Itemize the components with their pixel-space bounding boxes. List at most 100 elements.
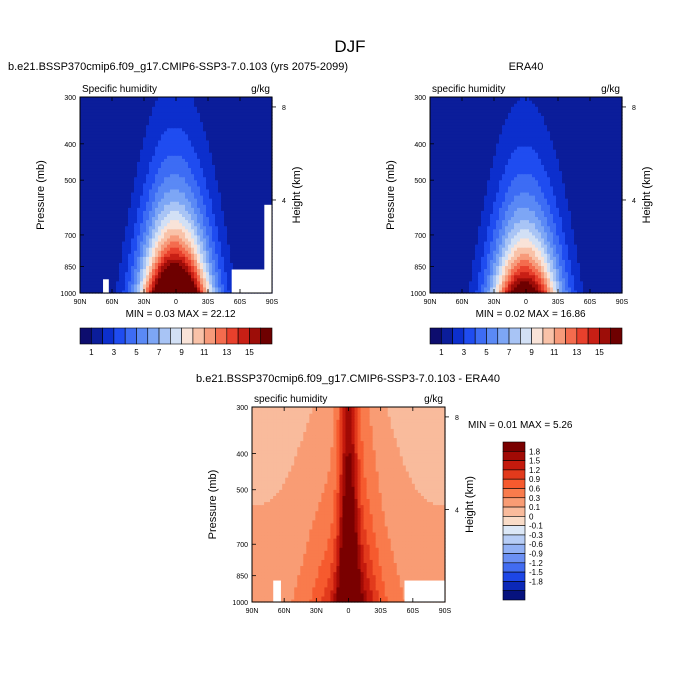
field-cell bbox=[203, 271, 207, 276]
field-cell bbox=[146, 283, 150, 288]
field-cell bbox=[206, 277, 210, 282]
field-cell bbox=[143, 244, 147, 248]
field-cell bbox=[197, 115, 201, 120]
field-cell bbox=[119, 179, 123, 184]
field-cell bbox=[544, 277, 548, 282]
field-cell bbox=[128, 210, 132, 214]
field-cell bbox=[146, 152, 150, 156]
field-cell bbox=[260, 97, 264, 101]
field-cell bbox=[203, 158, 207, 162]
field-cell bbox=[116, 204, 120, 208]
field-cell bbox=[95, 195, 99, 199]
field-cell bbox=[125, 106, 129, 110]
field-cell bbox=[149, 118, 153, 123]
field-cell bbox=[107, 161, 111, 165]
field-cell bbox=[236, 265, 240, 270]
field-cell bbox=[179, 198, 183, 202]
field-cell bbox=[164, 228, 168, 233]
field-cell bbox=[92, 109, 96, 113]
field-cell bbox=[203, 167, 207, 172]
field-cell bbox=[245, 118, 249, 123]
field-cell bbox=[580, 274, 584, 279]
field-cell bbox=[134, 259, 138, 263]
field-cell bbox=[433, 280, 437, 285]
field-cell bbox=[158, 176, 162, 181]
field-cell bbox=[206, 191, 210, 196]
field-cell bbox=[107, 259, 111, 263]
field-cell bbox=[134, 271, 138, 276]
field-cell bbox=[197, 164, 201, 169]
field-cell bbox=[490, 268, 494, 273]
field-cell bbox=[242, 106, 246, 110]
field-cell bbox=[170, 173, 174, 178]
field-cell bbox=[188, 152, 192, 156]
field-cell bbox=[143, 152, 147, 156]
field-cell bbox=[182, 253, 186, 257]
colorbar-swatch bbox=[90, 327, 103, 345]
field-cell bbox=[254, 130, 258, 135]
field-cell bbox=[613, 286, 617, 291]
field-cell bbox=[92, 182, 96, 187]
field-cell bbox=[101, 164, 105, 169]
field-cell bbox=[122, 100, 126, 104]
field-cell bbox=[182, 149, 186, 153]
field-cell bbox=[158, 289, 162, 294]
field-cell bbox=[269, 191, 273, 196]
field-cell bbox=[155, 164, 159, 169]
field-cell bbox=[194, 149, 198, 153]
field-cell bbox=[113, 109, 117, 113]
field-cell bbox=[598, 283, 602, 288]
field-cell bbox=[254, 127, 258, 132]
field-cell bbox=[191, 97, 195, 101]
field-cell bbox=[200, 176, 204, 181]
field-cell bbox=[152, 133, 156, 138]
field-cell bbox=[131, 198, 135, 202]
field-cell bbox=[86, 97, 90, 101]
field-cell bbox=[170, 155, 174, 159]
field-cell bbox=[134, 201, 138, 205]
field-cell bbox=[200, 118, 204, 123]
field-cell bbox=[197, 127, 201, 132]
field-cell bbox=[191, 164, 195, 169]
field-cell bbox=[577, 277, 581, 282]
field-cell bbox=[179, 289, 183, 294]
field-cell bbox=[215, 201, 219, 205]
field-cell bbox=[131, 204, 135, 208]
field-cell bbox=[107, 112, 111, 116]
field-cell bbox=[101, 195, 105, 199]
field-cell bbox=[194, 164, 198, 169]
field-cell bbox=[119, 121, 123, 126]
field-cell bbox=[89, 191, 93, 196]
field-cell bbox=[478, 280, 482, 285]
field-cell bbox=[137, 155, 141, 159]
field-cell bbox=[224, 277, 228, 282]
field-cell bbox=[556, 283, 560, 288]
field-cell bbox=[493, 256, 497, 260]
field-cell bbox=[257, 118, 261, 123]
colorbar-swatch bbox=[215, 327, 228, 345]
field-cell bbox=[89, 188, 93, 193]
field-cell bbox=[161, 210, 165, 214]
field-cell bbox=[149, 244, 153, 248]
field-cell bbox=[179, 164, 183, 169]
field-cell bbox=[158, 164, 162, 169]
field-cell bbox=[257, 97, 261, 101]
field-cell bbox=[478, 283, 482, 288]
field-cell bbox=[128, 280, 132, 285]
field-cell bbox=[224, 118, 228, 123]
field-cell bbox=[107, 100, 111, 104]
field-cell bbox=[137, 142, 141, 147]
field-cell bbox=[260, 152, 264, 156]
field-cell bbox=[104, 170, 108, 175]
field-cell bbox=[448, 286, 452, 291]
field-cell bbox=[122, 127, 126, 132]
field-cell bbox=[257, 225, 261, 230]
field-cell bbox=[224, 240, 228, 245]
field-cell bbox=[445, 283, 449, 288]
field-cell bbox=[125, 97, 129, 101]
field-cell bbox=[176, 158, 180, 162]
field-cell bbox=[212, 280, 216, 285]
field-cell bbox=[203, 185, 207, 190]
field-cell bbox=[110, 149, 114, 153]
field-cell bbox=[550, 259, 554, 263]
